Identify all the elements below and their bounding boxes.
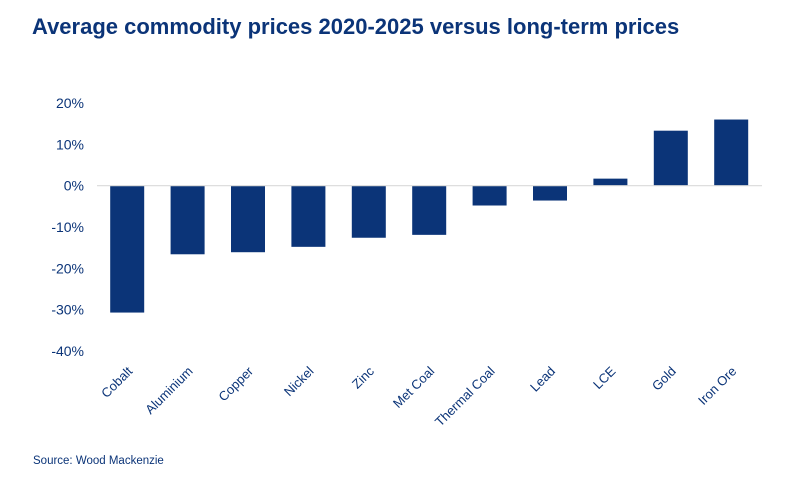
bar-nickel bbox=[291, 185, 326, 247]
y-tick-label: -40% bbox=[51, 343, 84, 359]
bar-zinc bbox=[351, 185, 386, 238]
bar-aluminium bbox=[170, 185, 205, 255]
x-tick-label: Iron Ore bbox=[695, 364, 739, 408]
bar-lead bbox=[533, 185, 567, 201]
x-tick-label: Copper bbox=[215, 363, 256, 404]
y-tick-label: 0% bbox=[64, 178, 84, 194]
y-tick-label: 20% bbox=[56, 95, 84, 111]
bar-met-coal bbox=[412, 185, 447, 235]
x-tick-label: Zinc bbox=[349, 363, 377, 391]
chart-title: Average commodity prices 2020-2025 versu… bbox=[32, 14, 680, 39]
x-tick-label: Cobalt bbox=[98, 363, 135, 400]
y-tick-label: -20% bbox=[51, 260, 84, 276]
bar-lce bbox=[593, 178, 628, 186]
bar-copper bbox=[231, 185, 265, 253]
bar-gold bbox=[653, 130, 688, 186]
y-tick-label: -10% bbox=[51, 219, 84, 235]
bar-thermal-coal bbox=[472, 185, 507, 206]
x-tick-label: Met Coal bbox=[390, 363, 437, 410]
x-tick-label: Thermal Coal bbox=[432, 363, 498, 429]
x-tick-label: Lead bbox=[527, 364, 558, 395]
y-tick-label: 10% bbox=[56, 136, 84, 152]
source-note: Source: Wood Mackenzie bbox=[33, 455, 164, 467]
bar-cobalt bbox=[110, 185, 145, 313]
x-tick-label: Aluminium bbox=[142, 364, 196, 418]
x-tick-label: LCE bbox=[590, 363, 619, 392]
x-tick-label: Gold bbox=[649, 364, 679, 394]
y-tick-label: -30% bbox=[51, 302, 84, 318]
x-tick-label: Nickel bbox=[281, 363, 317, 399]
bar-iron-ore bbox=[714, 119, 749, 186]
